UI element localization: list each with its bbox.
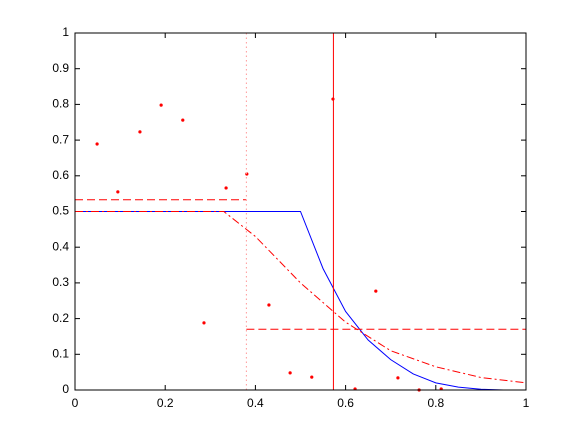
y-tick-label: 0.1 [52,346,69,360]
y-tick-label: 0.5 [52,204,69,218]
y-tick-label: 0.9 [52,61,69,75]
y-tick-label: 0.3 [52,275,69,289]
data-point [181,118,185,122]
plot-frame [74,32,527,391]
data-point [95,142,99,146]
data-point [159,103,163,107]
data-point [396,376,400,380]
x-tick-label: 1 [523,396,530,410]
data-point [116,190,120,194]
x-tick-label: 0.6 [337,396,354,410]
data-point [374,289,378,293]
x-tick-label: 0 [72,396,79,410]
series-line [75,211,526,391]
y-tick-label: 0.6 [52,168,69,182]
y-tick-label: 0 [62,382,69,396]
data-point [138,130,142,134]
y-tick-label: 1 [62,25,69,39]
x-tick-label: 0.8 [427,396,444,410]
data-point [310,375,314,379]
series-line [75,211,527,384]
data-point [267,303,271,307]
y-tick-label: 0.8 [52,97,69,111]
data-point [224,186,228,190]
y-tick-label: 0.4 [52,239,69,253]
x-tick-label: 0.4 [247,396,264,410]
y-tick-label: 0.7 [52,132,69,146]
data-point [288,371,292,375]
y-tick-label: 0.2 [52,311,69,325]
x-tick-label: 0.2 [157,396,174,410]
data-point [202,321,206,325]
